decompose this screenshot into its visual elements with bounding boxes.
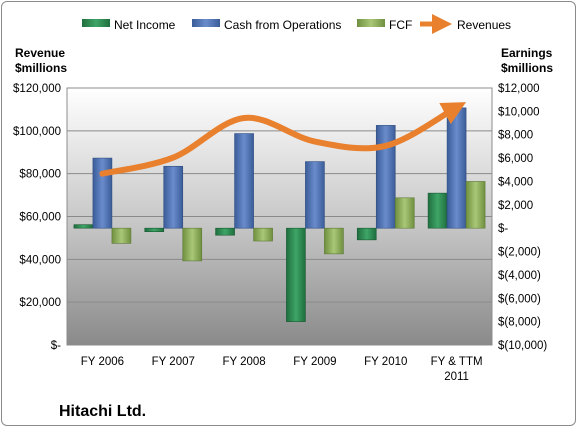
right-axis-tick-label: $(2,000) xyxy=(498,247,541,259)
fcf-bar xyxy=(324,227,344,255)
x-axis-tick-label: FY 2009 xyxy=(293,356,336,368)
cash-from-operations-bar xyxy=(446,107,467,229)
right-axis-title-line-1: Earnings xyxy=(501,46,553,60)
x-axis-tick-label: FY 2007 xyxy=(152,356,195,368)
legend-item-cash-from-operations: Cash from Operations xyxy=(192,18,341,32)
right-axis-tick-label: $8,000 xyxy=(498,130,533,142)
fcf-bar xyxy=(253,227,273,242)
legend-swatch-net-income xyxy=(82,19,110,27)
cash-from-operations-bar xyxy=(234,133,254,229)
fcf-bar xyxy=(182,227,203,262)
revenue-line xyxy=(99,102,467,177)
net-income-bar xyxy=(73,224,94,229)
net-income-bar xyxy=(427,192,448,229)
right-axis-tick-label: $(6,000) xyxy=(498,293,541,305)
right-axis-tick-label: $12,000 xyxy=(498,83,540,95)
company-title: Hitachi Ltd. xyxy=(59,403,146,420)
cash-from-operations-bar xyxy=(163,165,184,229)
left-axis-tick-label: $100,000 xyxy=(13,126,61,138)
net-income-bar xyxy=(144,227,165,232)
right-axis-tick-label: $(10,000) xyxy=(498,340,547,352)
right-axis-tick-label: $2,000 xyxy=(498,200,533,212)
net-income-bar xyxy=(215,227,235,236)
legend-item-revenues: Revenues xyxy=(420,14,511,34)
left-axis-tick-label: $80,000 xyxy=(19,169,61,181)
legend-item-fcf: FCF xyxy=(357,18,412,32)
legend-swatch-fcf xyxy=(357,19,385,27)
legend-item-net-income: Net Income xyxy=(82,18,176,32)
fcf-bar xyxy=(394,197,415,229)
cash-from-operations-bar xyxy=(375,125,396,229)
net-income-bar xyxy=(286,227,306,322)
legend-label-net-income: Net Income xyxy=(114,18,176,32)
x-axis-tick-label: FY 2006 xyxy=(81,356,124,368)
right-axis-tick-label: $6,000 xyxy=(498,153,533,165)
right-axis-tick-label: $10,000 xyxy=(498,106,540,118)
legend-swatch-cash-from-operations xyxy=(192,19,220,27)
left-axis-tick-label: $60,000 xyxy=(19,212,61,224)
left-axis-tick-label: $- xyxy=(51,340,61,352)
fcf-bar xyxy=(111,227,132,244)
legend-label-fcf: FCF xyxy=(389,18,412,32)
cash-from-operations-bar xyxy=(305,161,325,229)
right-axis-tick-label: $(4,000) xyxy=(498,270,541,282)
cash-from-operations-bar xyxy=(92,157,113,229)
left-axis-tick-label: $40,000 xyxy=(19,254,61,266)
left-axis-title-line-1: Revenue xyxy=(15,46,65,60)
x-axis-tick-label: FY & TTM xyxy=(431,356,483,368)
right-axis-tick-label: $4,000 xyxy=(498,176,533,188)
legend-label-cash-from-operations: Cash from Operations xyxy=(224,18,341,32)
right-axis-ticks: $(10,000) $(8,000) $(6,000) $(4,000) $(2,000… xyxy=(498,83,547,352)
left-axis-tick-label: $20,000 xyxy=(19,297,61,309)
x-axis-tick-label: FY 2008 xyxy=(222,356,265,368)
right-axis-title-line-2: $millions xyxy=(501,61,553,75)
legend-label-revenues: Revenues xyxy=(457,18,511,32)
left-axis-tick-label: $120,000 xyxy=(13,83,61,95)
revenues-line xyxy=(99,102,467,177)
left-axis-title-line-2: $millions xyxy=(15,61,67,75)
fcf-bar xyxy=(465,181,486,229)
right-axis-tick-label: $- xyxy=(498,223,508,235)
legend: Net Income Cash from Operations FCF Reve… xyxy=(82,14,511,34)
right-axis-tick-label: $(8,000) xyxy=(498,317,541,329)
x-axis-tick-label: 2011 xyxy=(444,371,469,383)
x-axis-tick-label: FY 2010 xyxy=(364,356,407,368)
left-axis-ticks: $- $20,000 $40,000 $60,000 $80,000 $100,000 $1… xyxy=(13,83,61,352)
net-income-bar xyxy=(356,227,377,241)
x-axis-ticks: FY 2006 FY 2007 FY 2008 FY 2009 FY 2010 FY & … xyxy=(81,356,483,383)
